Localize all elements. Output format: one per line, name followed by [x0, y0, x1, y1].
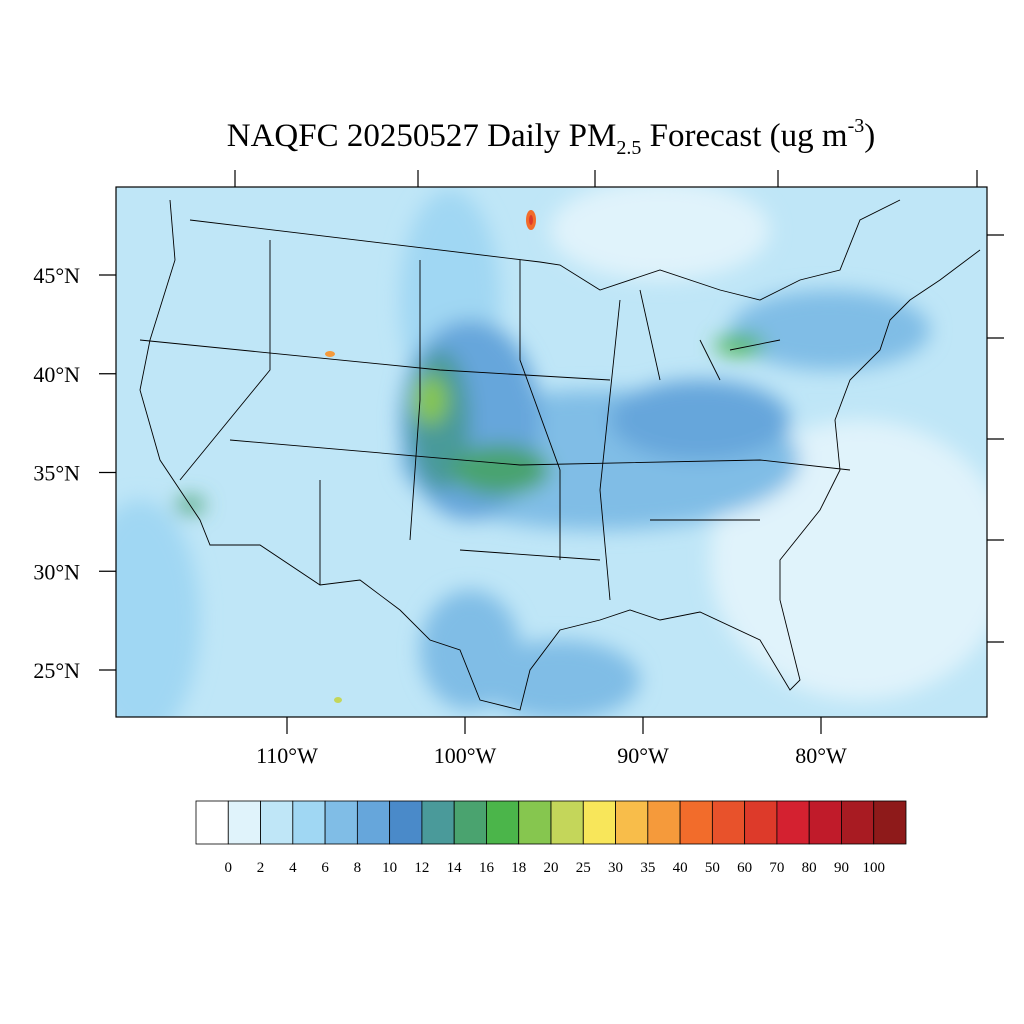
lon-label: 110°W [256, 743, 318, 768]
colorbar-label: 20 [544, 860, 559, 876]
colorbar-label: 90 [834, 860, 849, 876]
title: NAQFC 20250527 Daily PM2.5 Forecast (ug … [227, 115, 876, 159]
colorbar-label: 6 [321, 860, 329, 876]
colorbar-label: 50 [705, 860, 720, 876]
colorbar-box [582, 800, 616, 845]
colorbar-box [227, 800, 261, 845]
colorbar-box [744, 800, 778, 845]
colorbar-label: 0 [225, 860, 233, 876]
colorbar-label: 2 [257, 860, 265, 876]
colorbar-box [679, 800, 713, 845]
colorbar-box [324, 800, 358, 845]
colorbar-box [453, 800, 487, 845]
colorbar-label: 12 [414, 860, 429, 876]
colorbar-box [711, 800, 746, 845]
lat-label: 45°N [33, 263, 80, 288]
colorbar-label: 60 [737, 860, 752, 876]
colorbar-box [550, 800, 584, 845]
colorbar-box [292, 800, 326, 845]
colorbar-label: 16 [479, 860, 495, 876]
colorbar-box [647, 800, 681, 845]
colorbar-box [389, 800, 423, 845]
map-frame [115, 186, 988, 718]
frame-ticks [234, 170, 1004, 643]
colorbar-label: 30 [608, 860, 623, 876]
title-main: NAQFC 20250527 Daily PM [227, 118, 617, 154]
colorbar-label: 25 [576, 860, 591, 876]
title-end: ) [864, 118, 875, 154]
colorbar-box [808, 800, 842, 845]
colorbar-label: 8 [354, 860, 362, 876]
colorbar-box [260, 800, 294, 845]
colorbar-label: 80 [802, 860, 817, 876]
lat-label: 35°N [33, 461, 80, 486]
colorbar-box [841, 800, 875, 845]
colorbar-label: 100 [862, 860, 885, 876]
map-field [116, 187, 987, 717]
lat-label: 40°N [33, 362, 80, 387]
lon-label: 90°W [617, 743, 669, 768]
colorbar-box [776, 800, 810, 845]
colorbar-box [421, 800, 455, 845]
colorbar-label: 14 [447, 860, 463, 876]
colorbar-box [873, 800, 907, 845]
colorbar-label: 18 [511, 860, 526, 876]
lat-label: 30°N [33, 559, 80, 584]
colorbar-box [518, 800, 552, 845]
title-sup: -3 [848, 115, 865, 137]
colorbar-label: 70 [769, 860, 784, 876]
colorbar-label: 35 [640, 860, 655, 876]
colorbar-label: 10 [382, 860, 397, 876]
title-sub: 2.5 [616, 137, 641, 159]
lon-label: 100°W [434, 743, 497, 768]
colorbar-box [356, 800, 391, 845]
outlines [139, 199, 981, 711]
lon-label: 80°W [795, 743, 847, 768]
lat-label: 25°N [33, 658, 80, 683]
colorbar-box [195, 800, 229, 845]
colorbar-label: 4 [289, 860, 297, 876]
axes: 45°N 40°N 35°N 30°N 25°N 110°W 100°W 90°W 80°W [33, 263, 847, 768]
title-mid: Forecast (ug m [641, 118, 848, 154]
colorbar-box [615, 800, 649, 845]
colorbar: 0 2 4 6 8 10 12 14 16 18 20 25 30 35 40 50 60 70 80 90 100 [195, 800, 907, 876]
colorbar-box [486, 800, 520, 845]
colorbar-label: 40 [673, 860, 688, 876]
